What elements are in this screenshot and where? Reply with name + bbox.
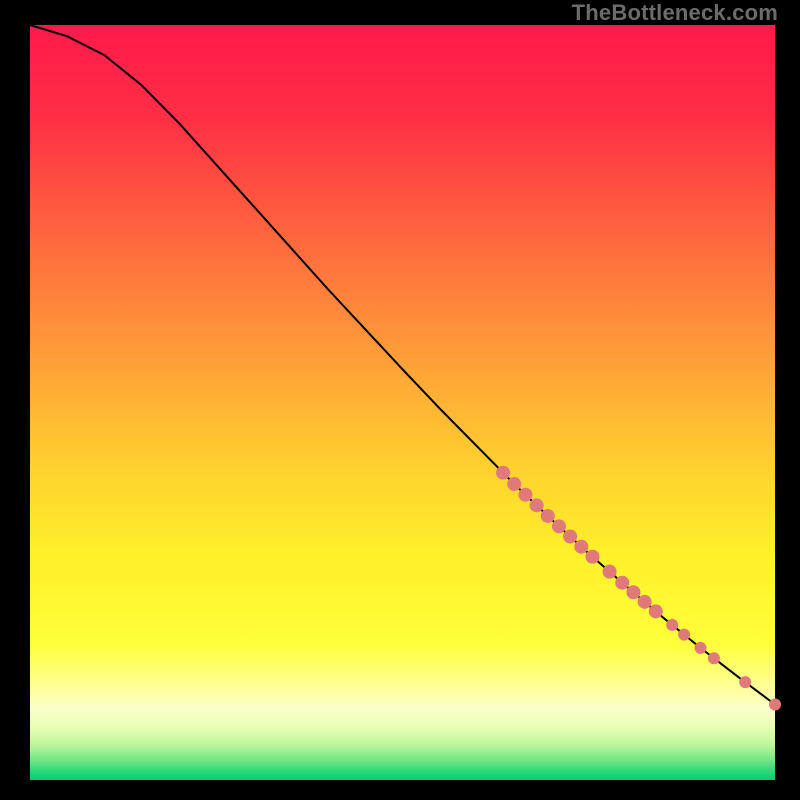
- data-marker: [507, 477, 521, 491]
- chart-frame: TheBottleneck.com: [0, 0, 800, 800]
- data-marker: [626, 585, 640, 599]
- data-marker: [574, 540, 588, 554]
- plot-gradient-background: [30, 25, 775, 780]
- data-marker: [615, 576, 629, 590]
- data-marker: [541, 509, 555, 523]
- data-marker: [649, 604, 663, 618]
- chart-svg: [0, 0, 800, 800]
- data-marker: [496, 466, 510, 480]
- data-marker: [666, 619, 678, 631]
- data-marker: [585, 550, 599, 564]
- data-marker: [695, 642, 707, 654]
- data-marker: [638, 595, 652, 609]
- data-marker: [739, 676, 751, 688]
- data-marker: [603, 565, 617, 579]
- data-marker: [678, 629, 690, 641]
- data-marker: [769, 699, 781, 711]
- data-marker: [563, 530, 577, 544]
- data-marker: [708, 652, 720, 664]
- data-marker: [530, 498, 544, 512]
- data-marker: [552, 519, 566, 533]
- data-marker: [518, 488, 532, 502]
- watermark-label: TheBottleneck.com: [572, 0, 778, 26]
